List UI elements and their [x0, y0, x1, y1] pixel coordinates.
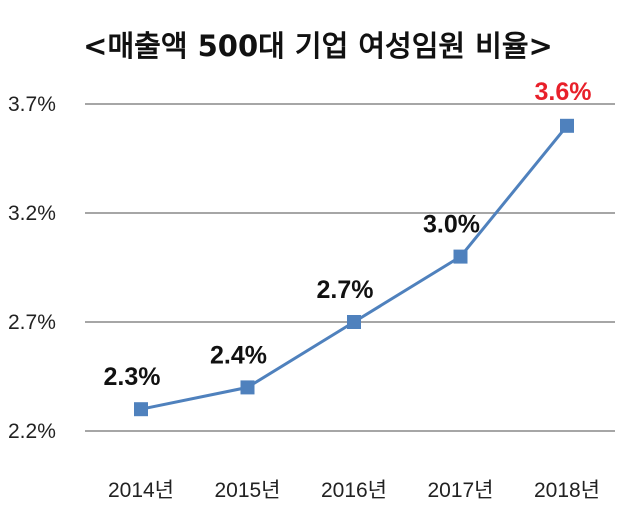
x-tick-label: 2016년 — [321, 479, 387, 502]
data-label: 3.6% — [535, 78, 592, 106]
data-point-marker — [347, 315, 361, 329]
data-point-marker — [134, 402, 148, 417]
y-tick-label: 3.7% — [8, 93, 56, 116]
x-tick-label: 2018년 — [534, 479, 600, 502]
x-tick-label: 2014년 — [108, 479, 174, 502]
data-label: 3.0% — [423, 211, 480, 239]
chart-title: <매출액 500대 기업 여성임원 비율> — [83, 29, 553, 63]
data-label: 2.4% — [210, 341, 267, 369]
y-tick-label: 2.7% — [8, 311, 56, 334]
data-point-marker — [453, 249, 468, 264]
x-axis-ticks: 2014년 2015년 2016년 2017년 2018년 — [108, 479, 600, 502]
y-tick-label: 2.2% — [8, 420, 56, 443]
data-label: 2.3% — [104, 363, 161, 391]
gridlines — [85, 103, 615, 432]
series — [134, 118, 574, 417]
data-labels: 2.3% 2.4% 2.7% 3.0% 3.6% — [104, 78, 592, 391]
y-axis-ticks: 2.2% 2.7% 3.2% 3.7% — [8, 93, 56, 443]
y-tick-label: 3.2% — [8, 202, 56, 225]
data-point-marker — [560, 118, 574, 133]
data-label: 2.7% — [317, 276, 374, 304]
x-tick-label: 2015년 — [214, 479, 280, 502]
data-point-marker — [240, 380, 255, 395]
series-line — [140, 124, 569, 411]
x-tick-label: 2017년 — [427, 479, 493, 502]
